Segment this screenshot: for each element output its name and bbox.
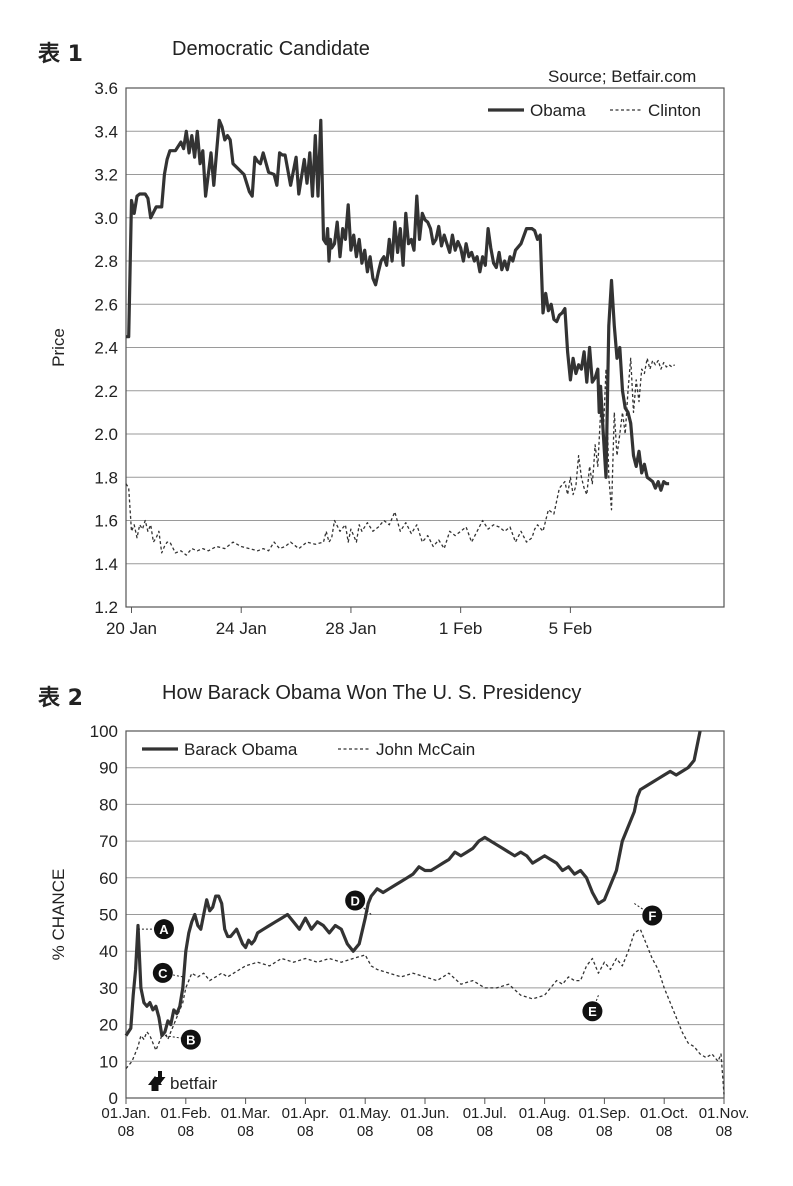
figure-2-label: 表 2 [38,686,83,711]
chart-2-xtick-label: 01.Feb. [160,1105,211,1122]
chart-2-xtick-label: 01.Jun. [400,1105,449,1122]
chart-2-xtick-label: 01.Oct. [640,1105,688,1122]
annotation-C-label: C [158,966,168,981]
chart-2-xtick-label: 08 [596,1123,613,1140]
chart-1-ytick-label: 1.8 [94,468,118,487]
annotation-C-marker [152,962,173,983]
chart-2-xtick-label: 01.Mar. [221,1105,271,1122]
chart-1-xtick-label: 5 Feb [549,619,592,638]
chart-1-plot-frame [125,87,725,608]
annotation-E-marker [582,1001,603,1022]
chart-2-xtick-label: 08 [177,1123,194,1140]
chart-2-xtick-label: 08 [237,1123,254,1140]
chart-1-legend-label-clinton: Clinton [648,101,701,120]
chart-2-xtick-label: 08 [476,1123,493,1140]
chart-2-xtick-label: 01.May. [339,1105,391,1122]
chart-1-xtick-label: 24 Jan [216,619,267,638]
chart-1-svg: 1.2 1.4 1.6 1.8 2.0 2.2 2.4 2.6 2.8 3.0 3.2 3.4 3.6 2… [49,79,725,638]
chart-2-series-dashed-line [125,928,725,1095]
chart-1-y-axis-label: Price [49,328,68,367]
chart-2-ytick-label: 20 [99,1016,118,1035]
chart-1-xtick-label: 20 Jan [106,619,157,638]
chart-2-ytick-label: 70 [99,832,118,851]
annotation-F-marker [642,905,663,926]
chart-2-xtick-label: 08 [656,1123,673,1140]
annotation-E-label: E [588,1004,597,1019]
chart-2-y-axis-label: % CHANCE [49,869,68,961]
annotation-D-marker [345,890,366,911]
chart-1-title: Democratic Candidate [172,38,370,60]
chart-2-ytick-label: 10 [99,1052,118,1071]
chart-1-ytick-label: 2.8 [94,252,118,271]
chart-1-ytick-label: 3.0 [94,209,118,228]
chart-2-xtick-label: 01.Nov. [699,1105,750,1122]
betfair-up-arrow-icon [148,1076,162,1091]
chart-1-ytick-label: 3.6 [94,79,118,98]
chart-1-xtick-label: 28 Jan [325,619,376,638]
annotation-D-label: D [350,894,359,909]
chart-2-xtick-label: 08 [716,1123,733,1140]
chart-2-ytick-label: 80 [99,795,118,814]
chart-2-xtick-label: 01.Aug. [519,1105,571,1122]
annotation-F-label: F [648,908,656,923]
chart-1-series-solid-line [126,118,670,492]
chart-1-legend-label-obama: Obama [530,101,586,120]
annotation-B-marker [180,1029,201,1050]
chart-2-series-solid-line [124,730,702,1038]
chart-1-ytick-label: 2.4 [94,339,118,358]
chart-2-xtick-label: 08 [118,1123,135,1140]
chart-1-source: Source; Betfair.com [548,67,697,86]
chart-2-xtick-label: 01.Apr. [282,1105,330,1122]
chart-2-ytick-label: 60 [99,869,118,888]
chart-2-ytick-label: 50 [99,906,118,925]
annotation-B-label: B [186,1033,195,1048]
chart-1-ytick-label: 3.2 [94,166,118,185]
betfair-down-arrow-icon [154,1071,166,1084]
chart-2-xtick-label: 01.Jul. [463,1105,507,1122]
chart-2-xtick-label: 01.Jan. [101,1105,150,1122]
chart-2-ytick-label: 90 [99,759,118,778]
betfair-logo-text: betfair [170,1074,218,1093]
chart-2-ytick-label: 40 [99,942,118,961]
chart-1-xtick-label: 1 Feb [439,619,482,638]
chart-1-ytick-label: 3.4 [94,122,118,141]
chart-2-legend-label-obama: Barack Obama [184,740,298,759]
chart-2-xtick-label: 08 [357,1123,374,1140]
chart-1-ytick-label: 2.0 [94,425,118,444]
annotation-A-marker [153,919,174,940]
chart-1-ytick-label: 1.2 [94,598,118,617]
figure-1-label: 表 1 [38,42,83,67]
chart-1-ytick-label: 2.6 [94,295,118,314]
chart-2-legend-label-mccain: John McCain [376,740,475,759]
chart-2-xtick-label: 08 [536,1123,553,1140]
chart-1-ytick-label: 1.6 [94,512,118,531]
chart-2-xtick-label: 08 [297,1123,314,1140]
annotation-A-label: A [159,922,169,937]
chart-2-xtick-label: 08 [417,1123,434,1140]
chart-1-ytick-label: 1.4 [94,555,118,574]
chart-2-title: How Barack Obama Won The U. S. Presidenc… [162,682,582,704]
chart-2-ytick-label: 30 [99,979,118,998]
chart-2-ytick-label: 0 [109,1089,118,1108]
chart-2-ytick-label: 100 [90,722,118,741]
chart-2-xtick-label: 01.Sep. [579,1105,631,1122]
chart-1-ytick-label: 2.2 [94,382,118,401]
